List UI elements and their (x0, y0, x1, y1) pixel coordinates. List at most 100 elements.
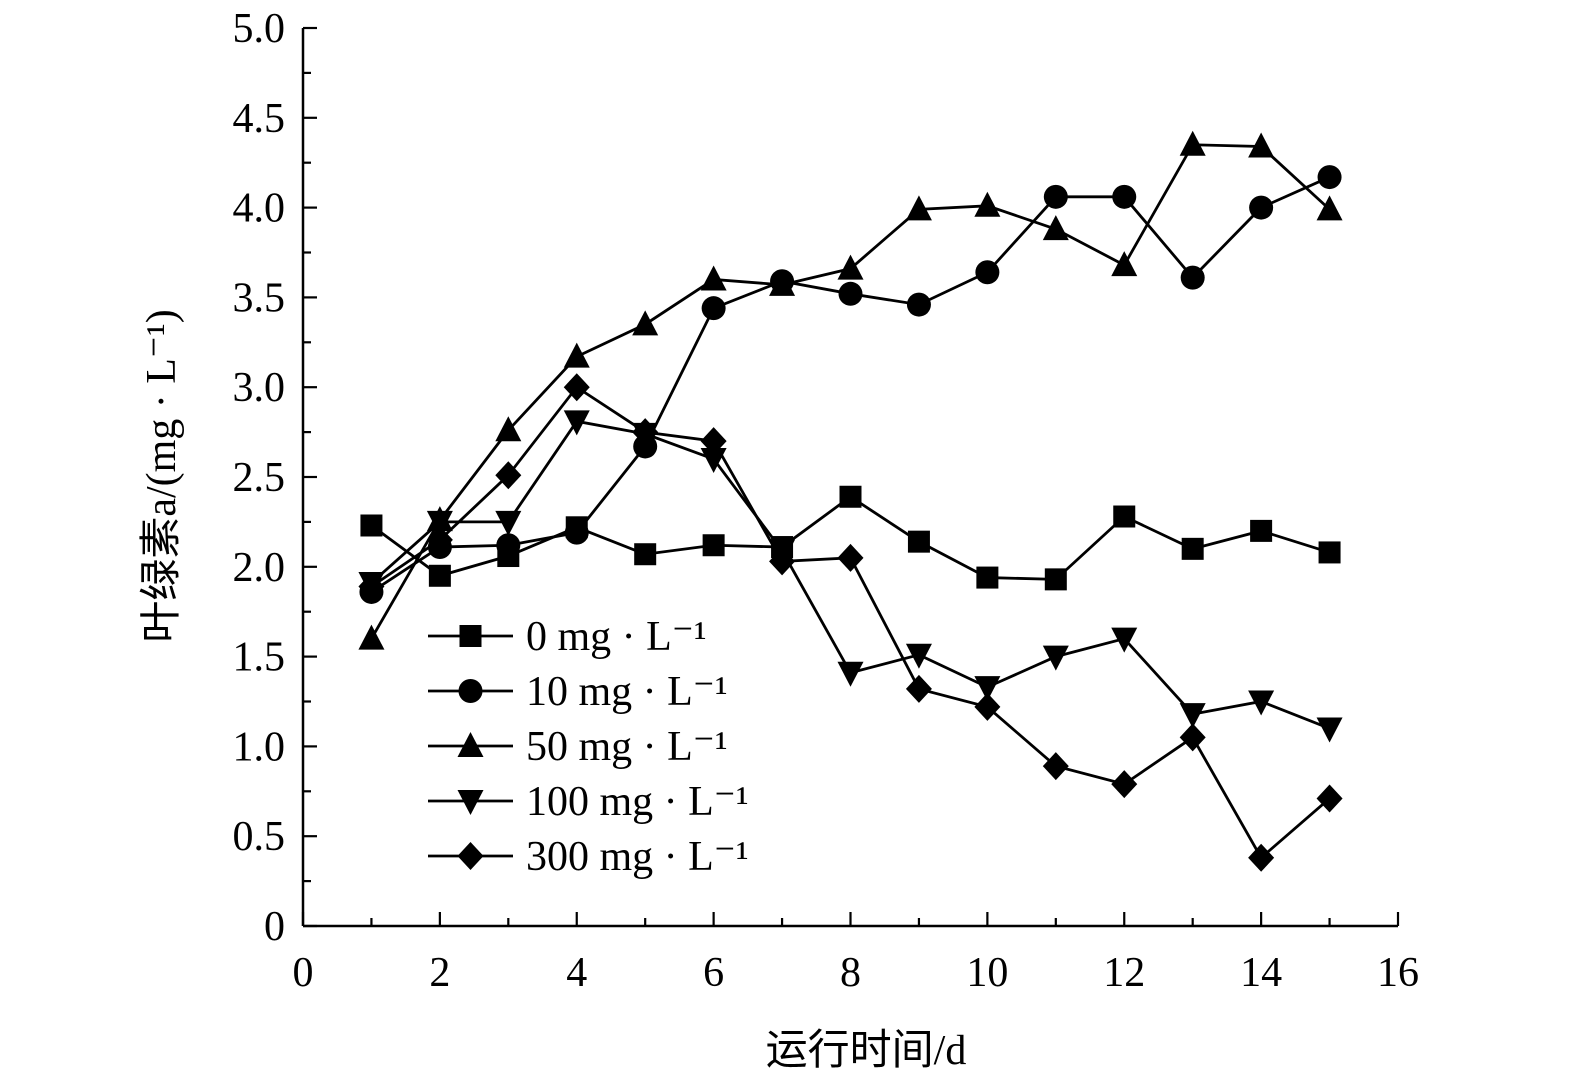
data-point (358, 572, 385, 601)
data-point (1249, 195, 1274, 220)
data-point (495, 461, 522, 490)
data-point (976, 566, 999, 589)
data-point (1181, 537, 1204, 560)
data-point (1316, 717, 1343, 743)
series-3 (358, 410, 1343, 743)
y-tick-label: 3.5 (233, 275, 286, 321)
y-tick-label: 2.0 (233, 545, 286, 591)
data-point (632, 310, 659, 336)
legend-marker (457, 732, 484, 757)
x-axis-title: 运行时间/d (766, 1028, 967, 1074)
data-point (974, 676, 1001, 702)
series-group (358, 130, 1343, 872)
data-point (1248, 843, 1275, 872)
y-tick-label: 5.0 (233, 6, 286, 52)
y-tick-label: 0 (264, 904, 285, 950)
data-point (702, 534, 725, 557)
data-point (1248, 132, 1275, 158)
data-point (974, 191, 1001, 217)
data-point (1111, 251, 1138, 277)
data-point (1043, 184, 1068, 209)
x-tick-label: 16 (1377, 950, 1419, 996)
x-tick-label: 12 (1103, 950, 1145, 996)
data-point (907, 530, 930, 553)
x-tick-label: 4 (566, 950, 587, 996)
data-point (634, 543, 657, 566)
data-point (1317, 165, 1342, 190)
legend-marker (457, 842, 484, 870)
data-point (426, 510, 453, 536)
legend-label: 100 mg · L⁻¹ (526, 779, 749, 825)
series-line (370, 385, 1331, 860)
data-point (1042, 215, 1069, 241)
data-point (905, 674, 932, 703)
data-point (1180, 265, 1205, 290)
data-point (1179, 130, 1206, 156)
data-point (700, 427, 727, 456)
data-point (837, 661, 864, 687)
data-point (1113, 505, 1136, 528)
legend-label: 0 mg · L⁻¹ (526, 614, 707, 660)
data-point (360, 514, 383, 537)
y-tick-label: 4.5 (233, 96, 286, 142)
data-point (358, 624, 385, 650)
data-point (1250, 519, 1273, 542)
x-tick-label: 6 (703, 950, 724, 996)
data-point (1316, 195, 1343, 221)
data-point (1042, 645, 1069, 671)
x-tick-label: 14 (1240, 950, 1282, 996)
data-point (1318, 541, 1341, 564)
data-point (1112, 184, 1137, 209)
data-point (701, 296, 726, 321)
legend-label: 300 mg · L⁻¹ (526, 834, 749, 880)
data-point (905, 195, 932, 221)
data-point (905, 643, 932, 669)
data-point (975, 260, 1000, 285)
data-point (428, 564, 451, 587)
axes: 0 2 4 6 8 10 12 14 16 0 0.5 1.0 1.5 2.0 2.5 3.0 3.5 4.0 4.… (233, 6, 1420, 996)
data-point (563, 342, 590, 368)
data-point (1044, 568, 1067, 591)
y-tick-label: 1.0 (233, 724, 286, 770)
series-line (370, 175, 1331, 594)
data-point (1316, 784, 1343, 813)
data-point (563, 373, 590, 402)
legend-label: 10 mg · L⁻¹ (526, 669, 728, 715)
x-tick-label: 2 (429, 950, 450, 996)
y-tick-label: 1.5 (233, 635, 286, 681)
y-tick-label: 2.5 (233, 455, 286, 501)
series-2 (358, 130, 1343, 650)
legend-marker (458, 679, 483, 703)
data-point (426, 525, 453, 554)
data-point (495, 510, 522, 536)
data-point (837, 543, 864, 572)
legend-marker (459, 625, 482, 647)
data-point (700, 265, 727, 291)
data-point (974, 692, 1001, 721)
data-point (838, 281, 863, 306)
legend-marker (457, 790, 484, 815)
data-point (1179, 703, 1206, 729)
series-4 (358, 373, 1343, 872)
data-point (769, 547, 796, 576)
legend-item: 50 mg · L⁻¹ (428, 724, 728, 770)
data-point (1111, 770, 1138, 799)
series-1 (359, 165, 1342, 604)
y-tick-label: 0.5 (233, 814, 286, 860)
data-point (632, 418, 659, 447)
data-point (1111, 627, 1138, 653)
x-tick-label: 8 (840, 950, 861, 996)
data-point (496, 533, 521, 558)
data-point (495, 416, 522, 442)
legend-item: 10 mg · L⁻¹ (428, 669, 728, 715)
legend-item: 300 mg · L⁻¹ (428, 834, 749, 880)
x-tick-label: 0 (293, 950, 314, 996)
data-point (769, 270, 796, 296)
data-point (1179, 723, 1206, 752)
legend-label: 50 mg · L⁻¹ (526, 724, 728, 770)
legend: 0 mg · L⁻¹ 10 mg · L⁻¹ 50 mg · L⁻¹ 100 mg ·… (428, 614, 749, 880)
x-tick-label: 10 (966, 950, 1008, 996)
legend-item: 100 mg · L⁻¹ (428, 779, 749, 825)
